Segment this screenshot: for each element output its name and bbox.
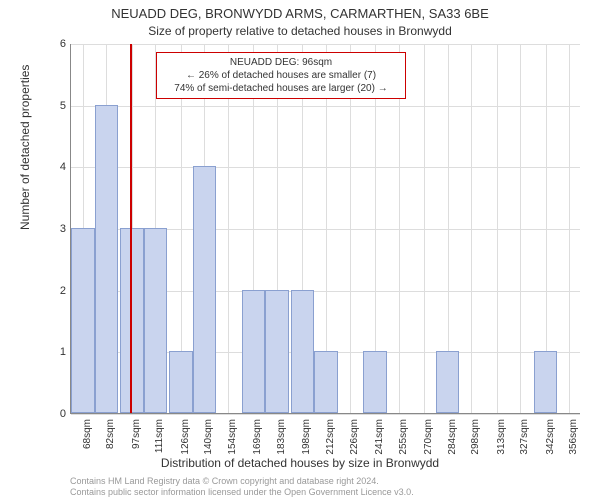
y-tick-label: 3 — [50, 223, 66, 235]
gridline-vertical — [350, 44, 351, 413]
histogram-bar — [363, 351, 387, 413]
chart-title-main: NEUADD DEG, BRONWYDD ARMS, CARMARTHEN, S… — [0, 6, 600, 21]
gridline-vertical — [520, 44, 521, 413]
histogram-bar — [71, 228, 95, 413]
histogram-bar — [144, 228, 168, 413]
x-tick-label: 198sqm — [301, 419, 312, 459]
x-tick-label: 126sqm — [180, 419, 191, 459]
y-tick-label: 6 — [50, 38, 66, 50]
gridline-vertical — [569, 44, 570, 413]
gridline-vertical — [497, 44, 498, 413]
histogram-bar — [534, 351, 558, 413]
histogram-bar — [291, 290, 315, 413]
histogram-bar — [169, 351, 193, 413]
histogram-bar — [436, 351, 460, 413]
x-tick-label: 212sqm — [325, 419, 336, 459]
y-tick-label: 1 — [50, 346, 66, 358]
x-tick-label: 298sqm — [470, 419, 481, 459]
gridline-vertical — [424, 44, 425, 413]
x-tick-label: 183sqm — [276, 419, 287, 459]
gridline-horizontal — [71, 414, 580, 415]
x-tick-label: 313sqm — [496, 419, 507, 459]
y-tick-label: 0 — [50, 408, 66, 420]
x-tick-label: 154sqm — [227, 419, 238, 459]
x-tick-label: 241sqm — [374, 419, 385, 459]
x-axis-label: Distribution of detached houses by size … — [0, 456, 600, 470]
x-tick-label: 68sqm — [82, 419, 93, 459]
x-tick-label: 111sqm — [154, 419, 165, 459]
plot-area: NEUADD DEG: 96sqm ← 26% of detached house… — [70, 44, 580, 414]
annotation-line1: NEUADD DEG: 96sqm — [230, 57, 332, 68]
chart-title-sub: Size of property relative to detached ho… — [0, 24, 600, 38]
annotation-box: NEUADD DEG: 96sqm ← 26% of detached house… — [156, 52, 406, 99]
y-tick-label: 2 — [50, 285, 66, 297]
histogram-bar — [193, 166, 217, 413]
credits-line1: Contains HM Land Registry data © Crown c… — [70, 476, 379, 486]
x-tick-label: 97sqm — [131, 419, 142, 459]
gridline-vertical — [399, 44, 400, 413]
annotation-line2: ← 26% of detached houses are smaller (7) — [186, 70, 376, 81]
histogram-bar — [95, 105, 119, 413]
y-tick-label: 4 — [50, 161, 66, 173]
y-tick-label: 5 — [50, 100, 66, 112]
x-tick-label: 255sqm — [398, 419, 409, 459]
x-tick-label: 140sqm — [203, 419, 214, 459]
credits-line2: Contains public sector information licen… — [70, 487, 414, 497]
histogram-bar — [242, 290, 266, 413]
x-tick-label: 356sqm — [568, 419, 579, 459]
x-tick-label: 226sqm — [349, 419, 360, 459]
credits: Contains HM Land Registry data © Crown c… — [70, 476, 414, 498]
histogram-bar — [314, 351, 338, 413]
histogram-bar — [265, 290, 289, 413]
x-tick-label: 284sqm — [447, 419, 458, 459]
gridline-vertical — [471, 44, 472, 413]
x-tick-label: 270sqm — [423, 419, 434, 459]
x-tick-label: 327sqm — [519, 419, 530, 459]
y-axis-label: Number of detached properties — [18, 65, 32, 230]
x-tick-label: 82sqm — [105, 419, 116, 459]
gridline-vertical — [228, 44, 229, 413]
x-tick-label: 342sqm — [545, 419, 556, 459]
x-tick-label: 169sqm — [252, 419, 263, 459]
highlight-line — [130, 44, 132, 413]
annotation-line3: 74% of semi-detached houses are larger (… — [174, 83, 387, 94]
